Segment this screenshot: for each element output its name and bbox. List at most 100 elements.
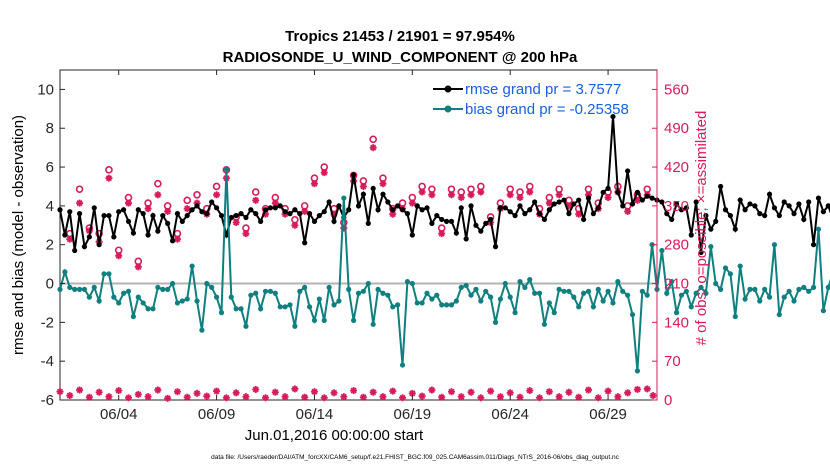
rmse-point <box>771 205 778 211</box>
obs-assimilated-stroke <box>389 388 396 395</box>
y-axis-label-right: # of obs: o=possible; ×=assimilated <box>693 111 710 346</box>
obs-assimilated-marker <box>467 388 475 396</box>
rmse-point <box>272 205 278 211</box>
y-tick-label-right: 0 <box>664 392 672 409</box>
obs-assimilated-stroke <box>604 388 612 395</box>
bias-point <box>600 298 606 304</box>
bias-point <box>199 327 205 333</box>
rmse-point <box>321 209 327 215</box>
rmse-point <box>174 211 181 217</box>
obs-assimilated-stroke <box>634 197 641 204</box>
obs-assimilated-stroke <box>614 393 621 400</box>
obs-possible-marker <box>105 166 113 174</box>
bias-point <box>752 286 758 292</box>
obs-assimilated-marker <box>105 393 113 401</box>
bias-point <box>776 311 782 318</box>
bias-point <box>781 294 787 300</box>
bias-point <box>468 292 474 298</box>
bias-point <box>820 308 826 314</box>
bias-point <box>311 317 318 324</box>
bias-point <box>282 304 288 310</box>
bias-point <box>634 368 641 374</box>
obs-assimilated-stroke <box>634 386 641 393</box>
bias-point <box>429 296 435 302</box>
rmse-point <box>669 216 675 223</box>
bias-point <box>605 288 611 294</box>
obs-assimilated-marker <box>369 144 377 152</box>
bias-point <box>688 304 694 310</box>
rmse-point <box>615 189 621 195</box>
rmse-point <box>135 207 141 213</box>
obs-assimilated-stroke <box>174 236 181 243</box>
obs-assimilated-marker <box>252 385 260 393</box>
obs-assimilated-stroke <box>184 205 191 212</box>
bias-point <box>771 242 778 248</box>
obs-assimilated-stroke <box>135 391 142 398</box>
bias-point <box>488 294 494 300</box>
obs-assimilated-marker <box>506 191 514 199</box>
bias-point <box>796 286 802 292</box>
obs-possible-marker <box>212 182 221 191</box>
y-tick-label-left: 6 <box>46 159 54 176</box>
obs-assimilated-stroke <box>467 389 475 396</box>
bias-point <box>458 284 464 291</box>
obs-assimilated-stroke <box>467 191 475 198</box>
rmse-point <box>213 205 220 211</box>
rmse-point <box>590 211 596 217</box>
obs-assimilated-stroke <box>556 393 563 400</box>
obs-assimilated-marker <box>242 393 250 401</box>
rmse-point <box>258 218 264 225</box>
bias-point <box>825 284 830 291</box>
y-tick-label-left: 10 <box>37 81 54 98</box>
bias-point <box>453 298 459 304</box>
rmse-point <box>209 199 215 205</box>
obs-assimilated-marker <box>369 388 377 396</box>
obs-assimilated-marker <box>320 394 328 402</box>
obs-assimilated-marker <box>399 394 407 402</box>
rmse-point <box>776 212 782 219</box>
obs-assimilated-marker <box>584 386 592 394</box>
bias-point <box>683 288 689 294</box>
rmse-point <box>678 207 685 213</box>
rmse-point <box>385 199 391 205</box>
rmse-point <box>370 185 376 192</box>
obs-assimilated-marker <box>340 393 348 401</box>
bias-point <box>174 300 181 306</box>
obs-assimilated-stroke <box>164 395 171 402</box>
bias-point <box>67 284 73 291</box>
rmse-point <box>747 201 753 207</box>
obs-possible-marker <box>369 135 377 144</box>
bias-point <box>424 290 430 296</box>
rmse-point <box>355 203 362 209</box>
obs-assimilated-marker <box>379 393 387 401</box>
rmse-point <box>101 212 107 219</box>
bias-point <box>595 286 601 292</box>
obs-assimilated-stroke <box>252 386 259 393</box>
rmse-point <box>414 203 420 209</box>
bias-point <box>419 300 425 306</box>
rmse-point <box>762 212 768 219</box>
rmse-point <box>243 214 249 221</box>
bias-point <box>747 286 753 292</box>
obs-assimilated-stroke <box>575 211 582 218</box>
obs-assimilated-stroke <box>624 389 631 396</box>
rmse-point <box>292 207 298 213</box>
rmse-point <box>659 199 665 205</box>
bias-point <box>576 304 582 310</box>
obs-assimilated-marker <box>95 388 103 396</box>
bias-point <box>512 310 518 316</box>
rmse-point <box>512 212 518 219</box>
bias-point <box>287 302 293 308</box>
rmse-point <box>448 218 455 225</box>
bias-point <box>414 300 420 306</box>
obs-assimilated-stroke <box>135 263 142 270</box>
rmse-point <box>287 211 293 217</box>
x-tick-label: 06/14 <box>296 406 334 423</box>
obs-assimilated-stroke <box>409 390 416 397</box>
obs-assimilated-stroke <box>213 191 220 198</box>
rmse-point <box>439 216 445 223</box>
obs-assimilated-marker <box>310 180 318 188</box>
bias-point <box>258 306 264 312</box>
bias-point <box>713 280 719 287</box>
bias-point <box>292 323 298 329</box>
